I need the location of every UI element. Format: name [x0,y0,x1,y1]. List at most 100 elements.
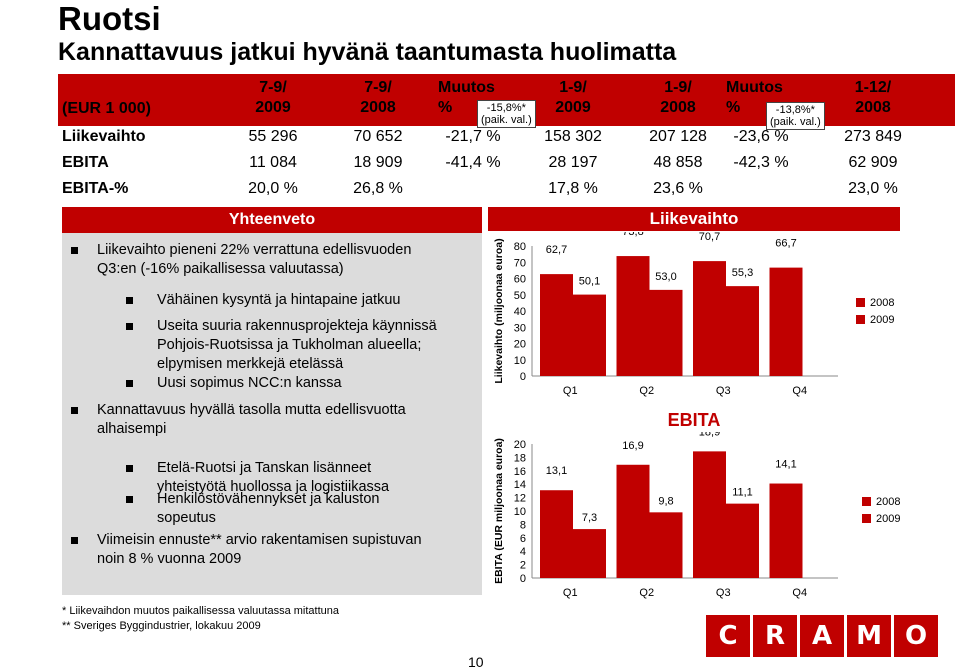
bar-2008 [540,274,573,376]
y-tick-label: 18 [514,452,526,464]
y-tick-label: 16 [514,466,526,478]
x-tick-label: Q1 [563,385,578,397]
currency-note-ytd: -13,8%* (paik. val.) [766,102,825,130]
bar-2008 [540,490,573,578]
header-col-6: Muutos% [726,79,783,116]
page-title: Ruotsi [58,0,161,37]
data-label: 66,7 [775,238,796,250]
x-tick-label: Q2 [639,587,654,599]
data-label: 13,1 [546,465,567,477]
bullet-marker [126,465,133,472]
legend-label: 2008 [870,297,894,309]
bullet-marker [126,496,133,503]
table-row: EBITA-% 20,0 % 26,8 % 17,8 % 23,6 % 23,0… [62,180,898,197]
y-tick-label: 50 [514,290,526,302]
data-label: 62,7 [546,244,567,256]
y-tick-label: 10 [514,506,526,518]
table-row: Liikevaihto 55 296 70 652 -21,7 % 158 30… [62,128,902,145]
page-number: 10 [468,654,484,670]
bullet-marker [71,537,78,544]
bullet-marker [126,380,133,387]
legend-label: 2008 [876,496,900,508]
bar-2009 [649,289,683,376]
x-tick-label: Q3 [716,587,731,599]
summary-bullet: Useita suuria rakennusprojekteja käynnis… [157,318,437,372]
bullet-marker [126,297,133,304]
data-label: 18,9 [699,432,720,438]
y-tick-label: 2 [520,560,526,572]
bar-2009 [573,294,606,376]
data-label: 9,8 [658,495,673,507]
bullet-marker [71,407,78,414]
bar-2008 [693,261,726,376]
ebita-chart: EBITA (EUR miljoonaa euroa) 0246810121416… [493,432,900,599]
x-tick-label: Q4 [792,587,807,599]
summary-bullet: Liikevaihto pieneni 22% verrattuna edell… [97,242,412,277]
y-tick-label: 10 [514,355,526,367]
data-label: 53,0 [655,271,676,283]
logo-letter: R [753,615,797,657]
header-col-1: 7-9/2009 [255,79,291,116]
header-col-2: 7-9/2008 [360,79,396,116]
bar-2008 [769,267,803,376]
y-axis-title: Liikevaihto (miljoonaa euroa) [493,238,505,383]
y-tick-label: 12 [514,493,526,505]
bar-2009 [726,286,759,376]
y-tick-label: 30 [514,322,526,334]
y-axis-title: EBITA (EUR miljoonaa euroa) [493,438,505,584]
bar-2008 [616,256,650,376]
y-tick-label: 8 [520,519,526,531]
logo-letter: M [847,615,891,657]
header-col-3: Muutos% [438,79,495,116]
summary-bullet: Uusi sopimus NCC:n kanssa [157,375,342,391]
data-label: 11,1 [732,487,753,499]
footnote-1: * Liikevaihdon muutos paikallisessa valu… [62,605,339,617]
data-label: 70,7 [699,232,720,243]
data-label: 16,9 [622,440,643,452]
summary-panel: Liikevaihto pieneni 22% verrattuna edell… [62,233,482,595]
data-label: 73,8 [622,232,643,238]
y-tick-label: 20 [514,339,526,351]
chart-title-ebita: EBITA [667,410,721,430]
bar-2009 [649,512,683,578]
y-tick-label: 0 [520,573,526,585]
y-tick-label: 14 [514,479,526,491]
bar-2008 [616,464,650,578]
legend-swatch [862,497,871,506]
legend-label: 2009 [870,314,894,326]
x-tick-label: Q4 [792,385,807,397]
summary-bullet: Henkilöstövähennykset ja kaluston sopeutu… [157,491,380,526]
bar-2008 [769,483,803,578]
summary-bullet: Vähäinen kysyntä ja hintapaine jatkuu [157,292,401,308]
summary-bullet: Kannattavuus hyvällä tasolla mutta edell… [97,402,406,437]
y-tick-label: 60 [514,274,526,286]
bullet-marker [126,323,133,330]
logo-letter: C [706,615,750,657]
currency-note-q3: -15,8%* (paik. val.) [477,100,536,128]
y-tick-label: 6 [520,533,526,545]
page-subtitle: Kannattavuus jatkui hyvänä taantumasta h… [58,38,677,66]
legend-swatch [862,514,871,523]
data-label: 7,3 [582,512,597,524]
y-tick-label: 20 [514,439,526,451]
y-tick-label: 70 [514,257,526,269]
legend-label: 2009 [876,513,900,525]
bar-2009 [573,529,606,578]
data-label: 55,3 [732,267,753,279]
legend-swatch [856,315,865,324]
bar-2009 [726,503,759,578]
unit-label: (EUR 1 000) [62,100,151,117]
logo-letter: A [800,615,844,657]
chart-title-liikevaihto: Liikevaihto [488,207,900,231]
y-tick-label: 40 [514,306,526,318]
x-tick-label: Q3 [716,385,731,397]
summary-bullet: Etelä-Ruotsi ja Tanskan lisänneet yhteist… [157,460,390,495]
header-col-5: 1-9/2008 [660,79,696,116]
liikevaihto-chart: Liikevaihto (miljoonaa euroa) 0 10 20 30 40 50… [493,232,894,397]
header-col-7: 1-12/2008 [854,79,892,116]
bar-2008 [693,451,726,578]
x-tick-label: Q1 [563,587,578,599]
footnote-2: ** Sveriges Byggindustrier, lokakuu 2009 [62,620,261,632]
y-tick-label: 4 [520,546,526,558]
